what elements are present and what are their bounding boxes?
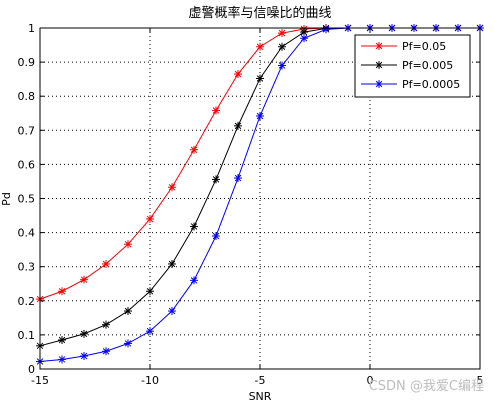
data-point [124, 240, 132, 249]
legend-item: Pf=0.05 [361, 40, 446, 53]
data-point [256, 74, 264, 83]
legend-label: Pf=0.005 [402, 59, 453, 72]
data-point [58, 287, 66, 296]
data-point [80, 352, 88, 361]
legend-marker [375, 61, 383, 69]
legend-box [354, 34, 471, 98]
y-tick-label: 0.3 [18, 261, 36, 274]
y-tick-label: 0.4 [18, 227, 36, 240]
x-tick-label: -15 [31, 374, 49, 387]
data-point [102, 347, 110, 356]
data-point [190, 222, 198, 231]
data-point [146, 214, 154, 223]
legend-label: Pf=0.0005 [402, 78, 460, 91]
y-tick-label: 0.5 [18, 193, 36, 206]
data-point [234, 174, 242, 183]
y-tick-label: 1 [28, 22, 35, 35]
data-point [80, 275, 88, 284]
data-point [146, 287, 154, 296]
x-tick-label: 5 [477, 374, 484, 387]
legend-item: Pf=0.0005 [361, 78, 460, 91]
y-axis-label: Pd [0, 192, 13, 206]
data-point [102, 320, 110, 329]
chart-title: 虚警概率与信噪比的曲线 [188, 5, 331, 21]
legend-marker [375, 80, 383, 88]
data-point [80, 329, 88, 338]
y-tick-label: 0.1 [18, 329, 36, 342]
x-tick-label: -5 [255, 374, 266, 387]
y-tick-label: 0.2 [18, 295, 36, 308]
y-tick-label: 0.7 [18, 124, 36, 137]
data-point [212, 106, 220, 115]
data-point [168, 183, 176, 192]
data-point [212, 232, 220, 241]
data-point [146, 327, 154, 336]
ticks: -15 -10 -5 0 5 0 0.1 0.2 0.3 0.4 0.5 0.6 0.7 0.8 0.9 1 [18, 22, 484, 387]
data-point [234, 121, 242, 130]
data-point [102, 259, 110, 268]
legend-marker [375, 42, 383, 50]
y-tick-label: 0.9 [18, 56, 36, 69]
legend-label: Pf=0.05 [402, 40, 446, 53]
watermark: CSDN @我爱C编程 [368, 379, 484, 394]
y-tick-label: 0 [28, 363, 35, 376]
data-point [58, 355, 66, 364]
x-tick-label: -10 [141, 374, 159, 387]
data-point [212, 175, 220, 184]
data-point [124, 307, 132, 316]
data-point [124, 339, 132, 348]
data-point [300, 34, 308, 43]
legend-item: Pf=0.005 [361, 59, 453, 72]
data-point [168, 259, 176, 268]
data-point [190, 145, 198, 154]
data-point [190, 276, 198, 285]
y-tick-label: 0.8 [18, 90, 36, 103]
x-tick-label: 0 [367, 374, 374, 387]
data-point [278, 42, 286, 51]
data-point [256, 111, 264, 120]
x-axis-label: SNR [249, 390, 272, 403]
data-point [256, 42, 264, 51]
data-point [322, 25, 330, 34]
y-tick-label: 0.6 [18, 158, 36, 171]
data-point [234, 70, 242, 79]
legend: Pf=0.05 Pf=0.005 Pf=0.0005 [354, 34, 471, 98]
data-point [278, 61, 286, 70]
data-point [168, 307, 176, 316]
data-point [58, 336, 66, 345]
data-point [278, 29, 286, 38]
